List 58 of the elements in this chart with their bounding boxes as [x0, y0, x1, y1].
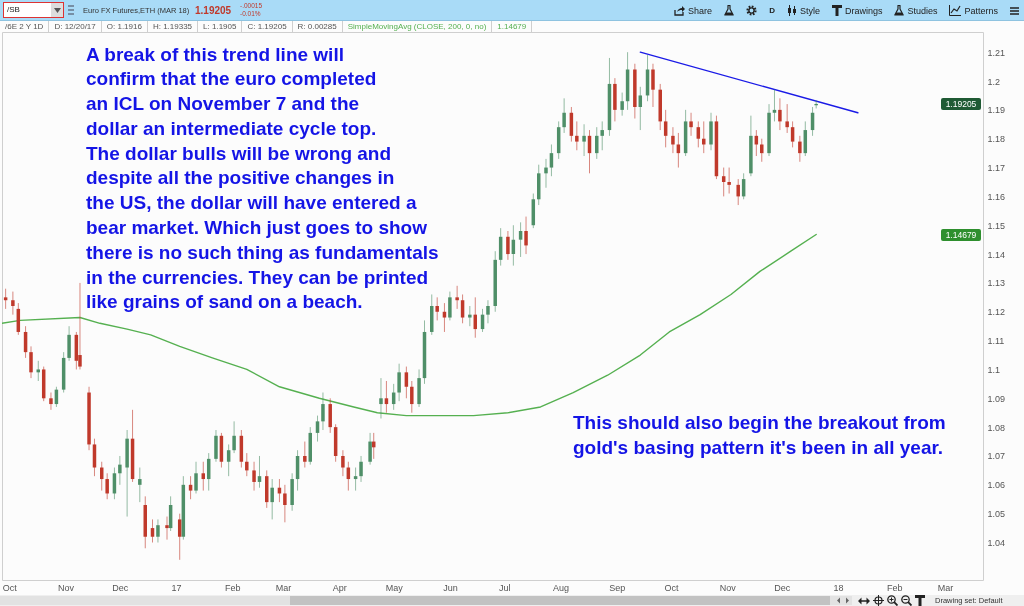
text: Studies — [907, 5, 938, 16]
annotation: 1.19205 — [941, 97, 981, 110]
y-tick-label: 1.1 — [987, 364, 1001, 375]
text: D: 12/20/17 — [49, 21, 102, 32]
text: 1.19205 — [195, 4, 232, 18]
x-tick-label: Oct — [2, 582, 18, 593]
x-tick-label: Jun — [443, 582, 458, 593]
x-tick-label: Nov — [719, 582, 737, 593]
y-tick-label: 1.14 — [987, 249, 1006, 260]
text: O: 1.1916 — [101, 21, 148, 32]
x-tick-label: Nov — [57, 582, 75, 593]
text: Style — [799, 5, 820, 16]
text: R: 0.00285 — [292, 21, 343, 32]
text: C: 1.19205 — [242, 21, 293, 32]
x-tick-label: Feb — [886, 582, 903, 593]
x-tick-label: Mar — [275, 582, 292, 593]
text: Share — [688, 5, 713, 16]
y-tick-label: 1.12 — [987, 307, 1006, 318]
text: 1.14679 — [492, 21, 533, 32]
x-tick-label: Sep — [609, 582, 626, 593]
text: Patterns — [964, 5, 998, 16]
text: H: 1.19335 — [147, 21, 199, 32]
candlestick — [49, 392, 53, 411]
y-tick-label: 1.08 — [987, 422, 1006, 433]
annotation: This should also begin the breakout from gold's basing pattern it's been in all year. — [573, 410, 946, 460]
y-tick-label: 1.04 — [987, 538, 1006, 549]
y-tick-label: 1.05 — [987, 509, 1006, 520]
text: /6E 2 Y 1D — [0, 21, 50, 32]
x-tick-label: Feb — [225, 582, 241, 593]
x-tick-label: 17 — [171, 582, 182, 593]
text-field: /SB — [3, 2, 64, 18]
y-tick-label: 1.2 — [987, 76, 1001, 87]
y-tick-label: 1.19 — [987, 105, 1006, 116]
x-tick-label: Jul — [499, 582, 511, 593]
y-tick-label: 1.15 — [987, 220, 1006, 231]
annotation: 1.14679 — [941, 228, 981, 241]
x-tick-label: May — [385, 582, 404, 593]
x-tick-label: Apr — [332, 582, 347, 593]
y-tick-label: 1.13 — [987, 278, 1006, 289]
text: L: 1.1905 — [198, 21, 243, 32]
y-tick-label: 1.06 — [987, 480, 1006, 491]
x-tick-label: Dec — [112, 582, 129, 593]
y-tick-label: 1.16 — [987, 191, 1006, 202]
y-tick-label: 1.11 — [987, 336, 1005, 347]
y-tick-label: 1.17 — [987, 163, 1006, 174]
y-tick-label: 1.07 — [987, 451, 1006, 462]
x-tick-label: Oct — [664, 582, 680, 593]
text: D — [769, 6, 775, 15]
text: A break of this trend line will confirm that the euro completed an ICL on November 7 and the dollar an intermediate cycle top. The dollar bulls will be wrong and despite all the positive changes in the US, the dollar will have entered a bear market. Which just goes to show there is no such thing as fundamentals in the currencies. They can be printed like grains of sand on a beach. — [86, 43, 439, 313]
x-tick-label: Dec — [774, 582, 791, 593]
y-tick-label: 1.09 — [987, 393, 1006, 404]
x-tick-label: 18 — [833, 582, 844, 593]
y-tick-label: 1.21 — [987, 47, 1006, 58]
text: SimpleMovingAvg (CLOSE, 200, 0, no) — [342, 21, 493, 32]
y-tick-label: 1.18 — [987, 134, 1006, 145]
x-tick-label: Aug — [552, 582, 570, 593]
text: Drawings — [844, 5, 883, 16]
x-tick-label: Mar — [937, 582, 954, 593]
